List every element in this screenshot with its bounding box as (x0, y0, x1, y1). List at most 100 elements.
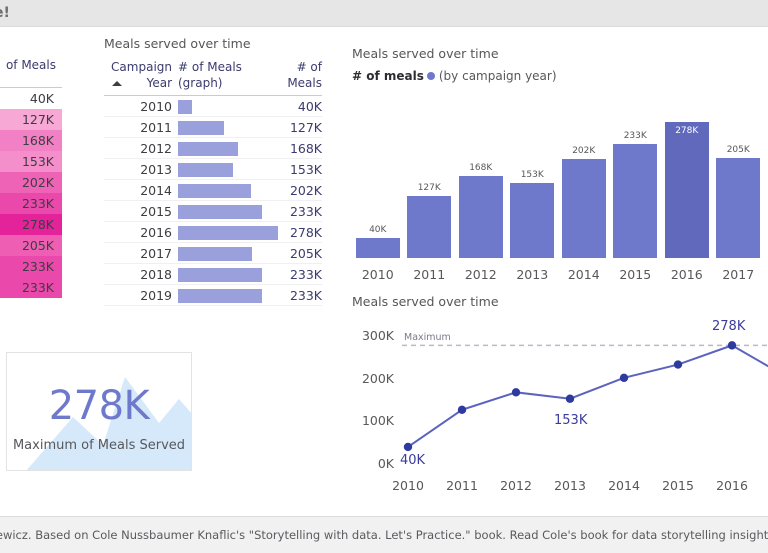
table-cell-year: 2013 (140, 162, 172, 177)
table-cell-value: 153K (289, 162, 322, 177)
table-bar-fill (178, 205, 262, 219)
table-bar-fill (178, 289, 262, 303)
table-cell-year: 2018 (140, 267, 172, 282)
bar-chart-panel: Meals served over time # of meals (by cam… (352, 46, 768, 284)
bar-chart-bar[interactable] (407, 195, 452, 258)
line-chart-data-point[interactable] (727, 341, 737, 350)
table-cell-bar (178, 121, 278, 135)
legend-sub-label: (by campaign year) (438, 69, 557, 83)
line-chart-y-label: 200K (361, 370, 394, 386)
table-row[interactable]: 2016 278K (104, 222, 322, 243)
heatmap-row[interactable]: 202K (0, 172, 62, 193)
line-chart-x-label: 2011 (446, 478, 478, 493)
bar-chart-bar[interactable] (355, 238, 400, 258)
line-chart-y-label: 300K (361, 328, 394, 343)
bar-value-label: 153K (520, 170, 544, 181)
table-bar-fill (178, 100, 193, 114)
kpi-value: 278K (48, 383, 150, 429)
bar-chart-x-label: 2015 (619, 267, 652, 282)
table-row[interactable]: 2017 205K (104, 243, 322, 264)
bar-chart-x-label: 2012 (464, 267, 497, 282)
report-header-band: e! (0, 0, 768, 27)
column-header-meals-value-line2: Meals (287, 76, 322, 90)
line-chart-data-point[interactable] (457, 405, 467, 415)
table-bar-fill (178, 247, 252, 261)
table-cell-bar (178, 163, 278, 177)
table-cell-value: 233K (289, 288, 322, 303)
line-chart-x-label: 2013 (554, 478, 586, 493)
heatmap-row[interactable]: 278K (0, 214, 62, 235)
line-chart-x-label: 2016 (716, 478, 748, 493)
bar-chart-x-label: 2013 (516, 267, 549, 282)
table-cell-bar (178, 247, 278, 261)
line-chart-data-point[interactable] (565, 394, 575, 403)
bar-value-label: 40K (369, 225, 387, 236)
bar-value-label: 202K (572, 146, 596, 157)
table-cell-value: 127K (289, 120, 322, 135)
table-bar-fill (178, 184, 251, 198)
bar-chart-x-label: 2011 (413, 267, 446, 282)
table-cell-value: 40K (297, 99, 322, 114)
table-row[interactable]: 2019 233K (104, 285, 322, 306)
bar-chart-plot-area: 40K 2010 127K 2011 168K 2012 153K 2013 202K 2014 2… (352, 98, 768, 284)
table-cell-bar (178, 289, 278, 303)
bar-chart-bar[interactable] (458, 175, 503, 258)
column-header-campaign-year[interactable]: Campaign Year (104, 59, 172, 91)
table-row[interactable]: 2014 202K (104, 180, 322, 201)
sort-ascending-icon[interactable] (112, 81, 122, 86)
bar-chart-bar[interactable] (510, 183, 555, 258)
table-row[interactable]: 2010 40K (104, 96, 322, 117)
table-cell-value: 233K (289, 204, 322, 219)
table-row[interactable]: 2015 233K (104, 201, 322, 222)
bar-value-label: 127K (417, 182, 441, 193)
table-cell-year: 2012 (140, 141, 172, 156)
table-cell-bar (178, 205, 278, 219)
line-chart-y-label: 100K (361, 413, 394, 429)
heatmap-row[interactable]: 233K (0, 193, 62, 214)
table-row[interactable]: 2011 127K (104, 117, 322, 138)
table-cell-value: 278K (289, 225, 322, 240)
table-cell-year: 2016 (140, 225, 172, 240)
bar-chart-bar[interactable] (561, 159, 606, 258)
table-cell-value: 205K (289, 246, 322, 261)
column-header-meals-value[interactable]: # of Meals (270, 59, 322, 91)
bar-chart-bar[interactable] (716, 157, 761, 258)
meals-table-panel: Meals served over time Campaign Year # o… (104, 36, 322, 306)
kpi-card-max-meals[interactable]: 278K Maximum of Meals Served (6, 352, 192, 471)
table-bar-fill (178, 121, 224, 135)
table-bar-fill (178, 268, 262, 282)
line-chart-data-point[interactable] (511, 388, 521, 397)
table-cell-year: 2015 (140, 204, 172, 219)
line-chart-data-point[interactable] (403, 442, 413, 452)
heatmap-row[interactable]: 233K (0, 256, 62, 277)
table-cell-year: 2011 (140, 120, 172, 135)
page-title: e! (0, 5, 10, 21)
table-row[interactable]: 2012 168K (104, 138, 322, 159)
table-row[interactable]: 2013 153K (104, 159, 322, 180)
bar-chart-x-label: 2016 (670, 267, 703, 282)
bar-chart-x-label: 2017 (722, 267, 755, 282)
line-chart-data-point[interactable] (673, 360, 683, 369)
table-cell-value: 233K (289, 267, 322, 282)
line-chart-x-label: 2012 (500, 478, 532, 493)
column-header-campaign-year-line1: Campaign (111, 60, 172, 74)
line-chart-data-point[interactable] (619, 373, 629, 383)
table-cell-bar (178, 226, 278, 240)
heatmap-row[interactable]: 233K (0, 277, 62, 298)
column-header-meals-graph[interactable]: # of Meals (graph) (178, 59, 278, 91)
footer-band: szkiewicz. Based on Cole Nussbaumer Knaf… (0, 516, 768, 553)
heatmap-row[interactable]: 205K (0, 235, 62, 256)
bar-chart-bar[interactable] (613, 143, 658, 258)
meals-table-body: 2010 40K 2011 127K 2012 168K 2013 153K 2014 202K 2… (104, 96, 322, 306)
table-row[interactable]: 2018 233K (104, 264, 322, 285)
heatmap-row[interactable]: 40K (0, 88, 62, 109)
bar-chart-bar[interactable] (664, 121, 709, 258)
heatmap-row[interactable]: 127K (0, 109, 62, 130)
line-chart-data-label: 278K (712, 319, 746, 335)
heatmap-row[interactable]: 168K (0, 130, 62, 151)
legend-color-dot-icon (426, 72, 435, 80)
heatmap-row[interactable]: 153K (0, 151, 62, 172)
line-chart-x-label: 2015 (662, 478, 694, 493)
column-header-meals-graph-line1: # of Meals (178, 60, 242, 74)
